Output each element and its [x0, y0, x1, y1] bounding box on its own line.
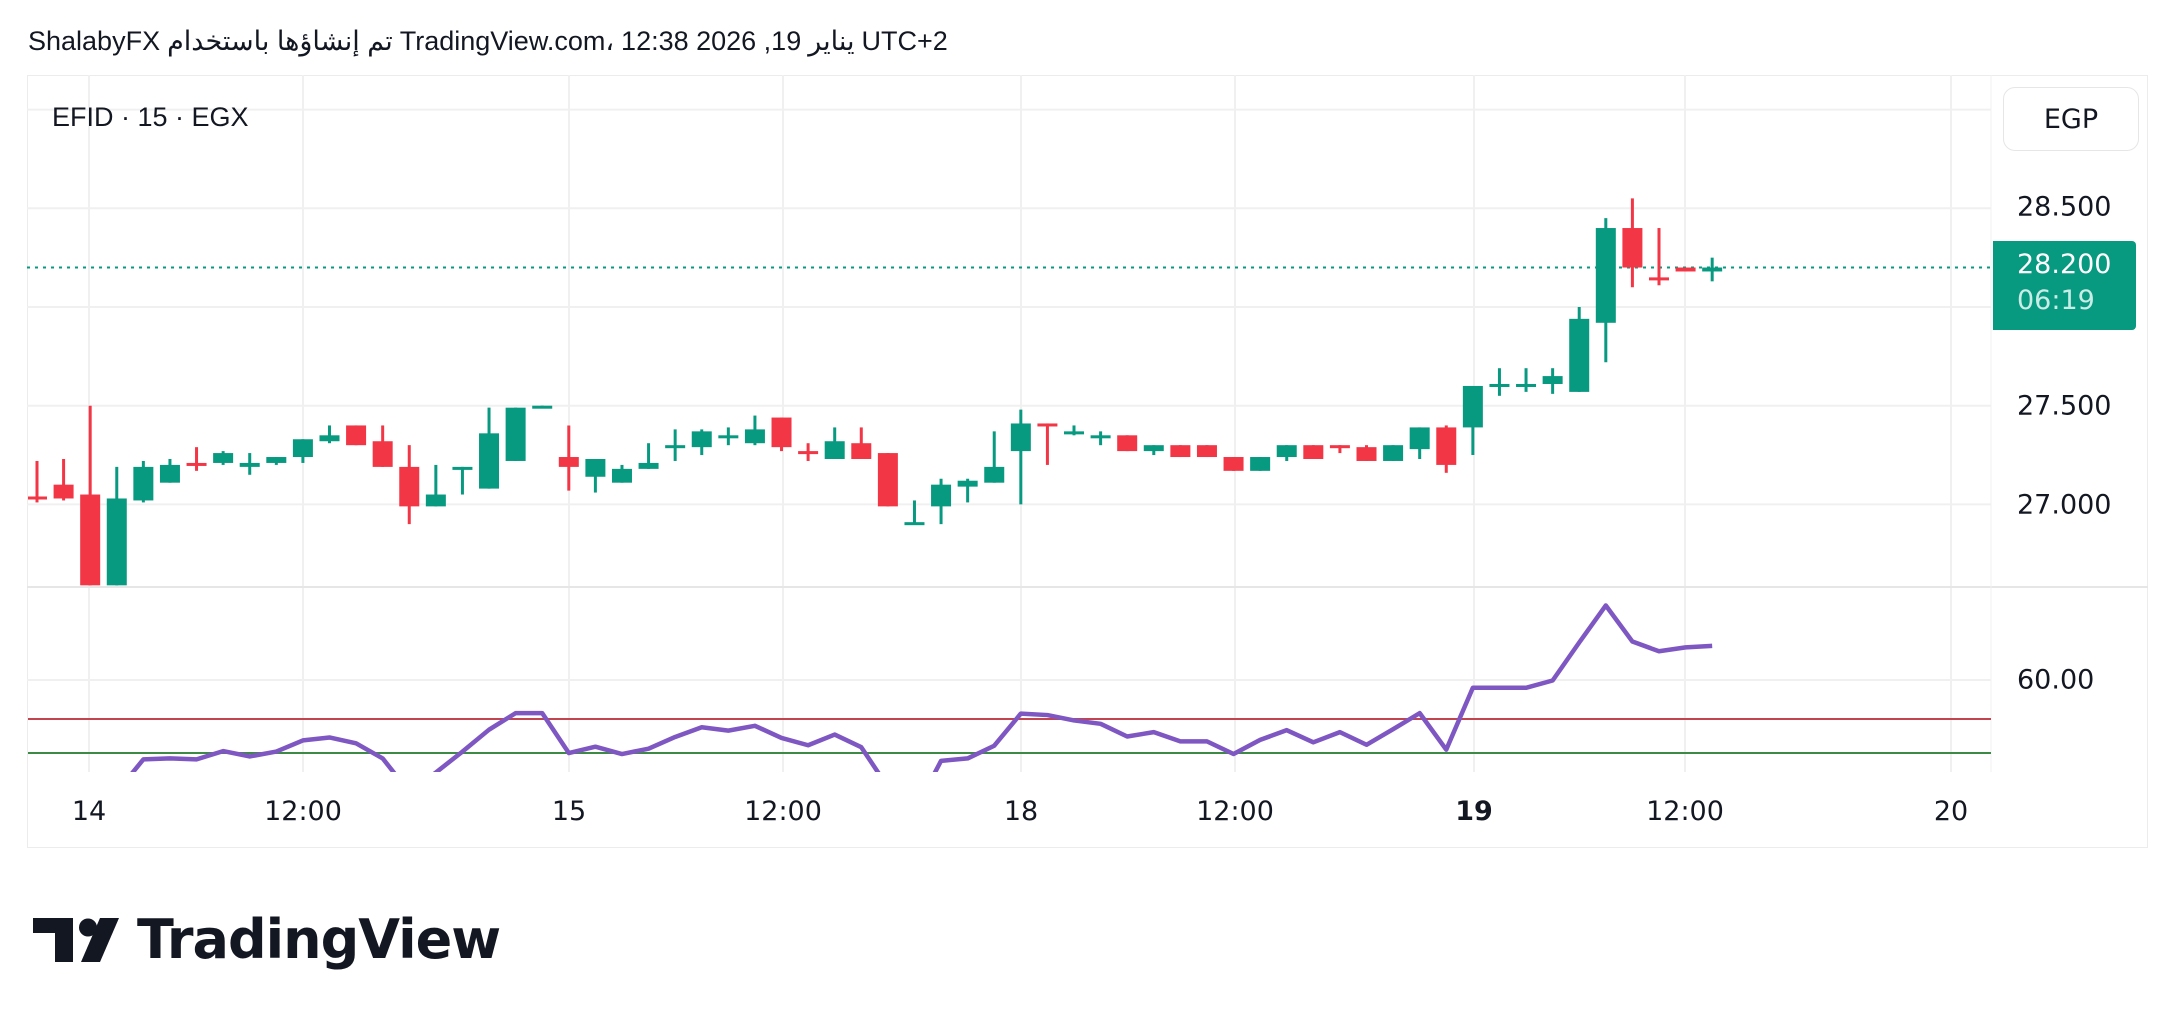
candle-up [931, 484, 952, 507]
candle-up [1064, 431, 1085, 435]
price-tick: 28.500 [2017, 191, 2112, 223]
candle-down [28, 496, 47, 500]
currency-button[interactable]: EGP [2003, 87, 2139, 151]
caption-author: ShalabyFX [28, 26, 161, 56]
candle-up [1383, 445, 1404, 461]
candle-down [1170, 445, 1191, 458]
candle-up [505, 407, 526, 461]
time-tick: 15 [551, 796, 587, 827]
candle-down [771, 417, 792, 448]
candle-down [1356, 447, 1377, 461]
candle-up [425, 494, 446, 507]
candle-up [133, 466, 154, 501]
candle-down [1436, 427, 1457, 465]
candle-up [1090, 435, 1111, 439]
candle-up [585, 458, 606, 477]
candle-down [851, 443, 872, 459]
caption-time: 12:38 2026 ,19 [621, 26, 802, 56]
candle-down [346, 425, 367, 446]
tradingview-logo-icon [33, 917, 119, 962]
candle-up [1276, 445, 1297, 458]
caption-timezone: UTC+2 [861, 26, 948, 56]
candle-up [1595, 228, 1616, 323]
candle-up [452, 466, 473, 470]
candle-down [1648, 277, 1669, 281]
candle-down [1196, 445, 1217, 458]
candle-up [1143, 445, 1164, 452]
candle-up [611, 468, 632, 483]
caption-month: يناير [808, 26, 855, 56]
time-tick: 12:00 [264, 796, 342, 827]
candle-up [266, 457, 287, 463]
candle-up [1702, 267, 1723, 272]
candle-up [213, 453, 234, 463]
candle-up [106, 498, 127, 586]
price-tick: 27.000 [2017, 489, 2112, 521]
candle-up [1409, 427, 1430, 450]
candle-up [532, 405, 553, 409]
candle-up [319, 435, 340, 442]
candle-up [159, 464, 180, 483]
candle-up [984, 466, 1005, 483]
time-tick: 18 [1003, 796, 1039, 827]
candle-down [1329, 445, 1350, 449]
grid [27, 75, 1991, 772]
candle-up [665, 445, 686, 449]
current-price-label: 28.200 06:19 [1993, 241, 2136, 330]
candle-down [372, 441, 393, 467]
candle-up [957, 480, 978, 487]
candle-down [1117, 435, 1138, 452]
symbol-legend[interactable]: EFID · 15 · EGX [52, 102, 249, 132]
candle-down [186, 462, 207, 466]
candle-up [1250, 457, 1271, 471]
time-tick: 20 [1933, 796, 1969, 827]
candle-down [80, 494, 101, 586]
candle-up [691, 431, 712, 448]
candle-down [798, 451, 819, 455]
candle-up [824, 441, 845, 459]
candle-up [1542, 376, 1563, 384]
candle-up [239, 462, 260, 467]
candle-down [53, 484, 74, 499]
price-tick: 27.500 [2017, 390, 2112, 422]
candle-down [558, 457, 579, 467]
indicator-tick: 60.00 [2017, 664, 2095, 696]
time-tick: 14 [71, 796, 107, 827]
bar-countdown: 06:19 [2017, 285, 2095, 316]
candle-up [1569, 318, 1590, 392]
current-price: 28.200 [2017, 249, 2112, 280]
candle-down [1675, 267, 1696, 272]
candle-down [1223, 457, 1244, 471]
caption-site: TradingView.com، [399, 26, 615, 56]
candle-down [1037, 423, 1058, 427]
time-tick: 12:00 [744, 796, 822, 827]
candle-up [1010, 423, 1031, 452]
candle-up [1516, 383, 1537, 387]
candle-up [292, 439, 313, 458]
candles [28, 198, 1723, 586]
candle-up [638, 462, 659, 469]
tradingview-wordmark: TradingView [137, 908, 501, 971]
candle-down [1622, 228, 1643, 268]
candle-up [718, 435, 739, 439]
time-tick: 19 [1455, 796, 1493, 827]
candle-up [1462, 385, 1483, 428]
candle-up [744, 429, 765, 444]
candle-up [479, 433, 500, 489]
candle-up [904, 522, 925, 526]
indicator-line [130, 603, 1713, 772]
candle-up [1489, 383, 1510, 387]
candle-down [1303, 445, 1324, 459]
chart-snapshot-caption: ShalabyFX تم إنشاؤها باستخدام TradingVie… [28, 26, 948, 57]
time-tick: 12:00 [1646, 796, 1724, 827]
indicator-levels [28, 717, 1991, 755]
tradingview-logo[interactable]: TradingView [33, 908, 501, 971]
time-tick: 12:00 [1196, 796, 1274, 827]
caption-created-with: تم إنشاؤها باستخدام [167, 26, 393, 56]
chart-frame [27, 75, 2148, 848]
candle-down [399, 466, 420, 507]
candle-down [877, 453, 898, 507]
